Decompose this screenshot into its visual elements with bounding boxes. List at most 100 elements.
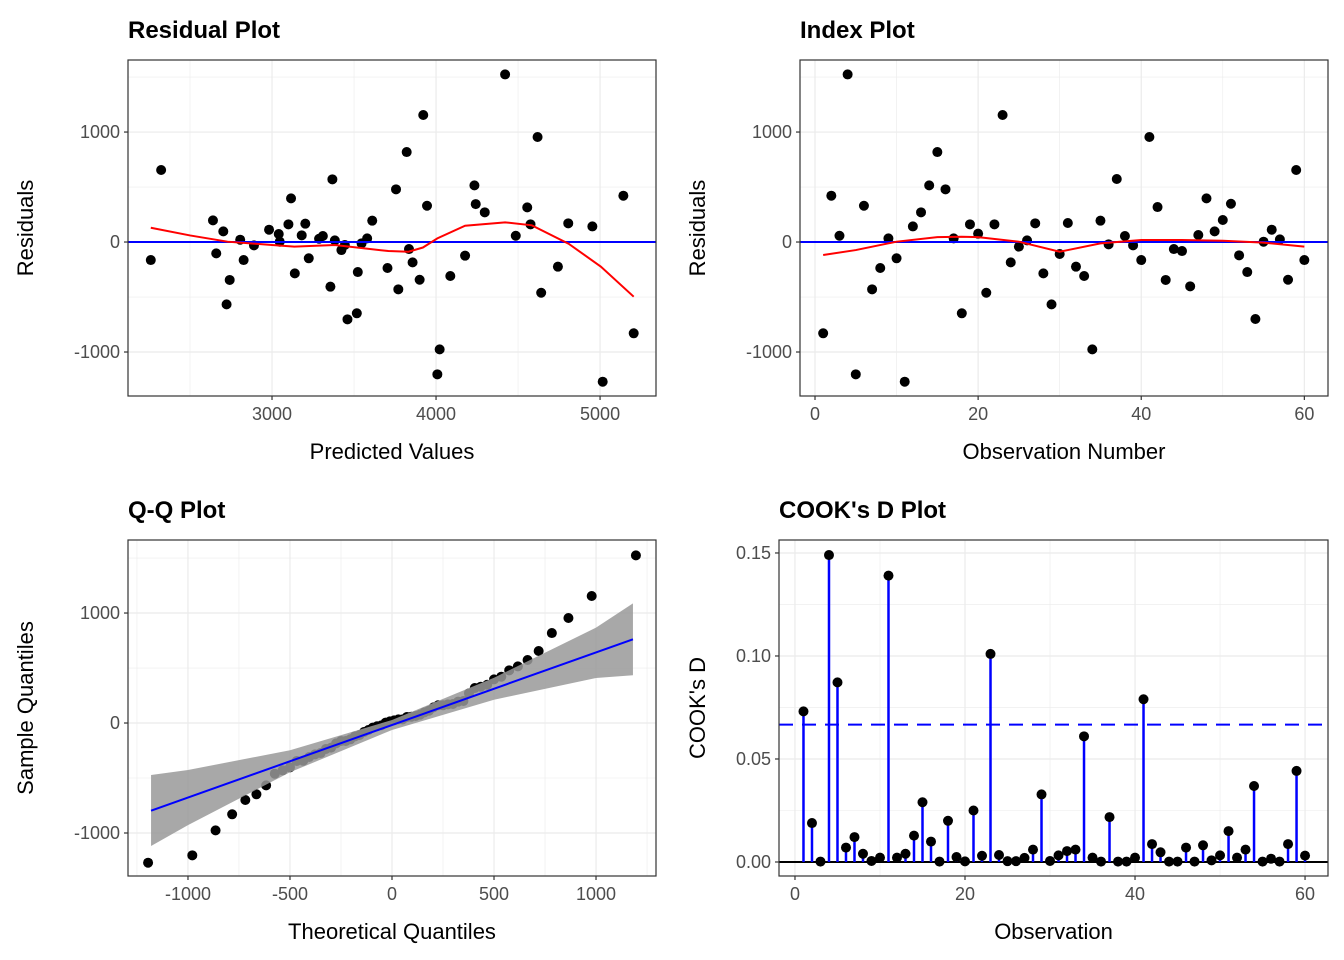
cooks-d-point — [1138, 694, 1149, 705]
panel-background — [779, 540, 1328, 876]
data-point — [1144, 131, 1155, 142]
data-point — [432, 369, 443, 380]
data-point — [1193, 229, 1204, 240]
data-point — [145, 255, 156, 266]
qq-point — [240, 795, 251, 806]
index-plot: 0 20 40 60 -1000 0 1000 Index Plot Observation N… — [685, 17, 1329, 464]
cooks-d-point — [994, 849, 1005, 860]
y-tick-label: 0.05 — [736, 749, 771, 769]
data-point — [221, 299, 232, 310]
qq-point — [227, 809, 238, 820]
qq-point — [143, 857, 154, 868]
data-point — [1225, 198, 1236, 209]
data-point — [510, 230, 521, 241]
data-point — [834, 230, 845, 241]
cooks-d-point — [1164, 856, 1175, 867]
data-point — [997, 109, 1008, 120]
data-point — [1299, 255, 1310, 266]
cooks-d-point — [1172, 856, 1183, 867]
cooks-d-point — [1036, 789, 1047, 800]
cooks-d-point — [925, 836, 936, 847]
plot-title: COOK's D Plot — [779, 497, 946, 524]
qq-point — [630, 550, 641, 561]
qq-point — [533, 645, 544, 656]
data-point — [1152, 202, 1163, 213]
data-point — [351, 308, 362, 319]
data-point — [842, 69, 853, 80]
data-point — [391, 184, 402, 195]
data-point — [1030, 218, 1041, 229]
cooks-d-point — [943, 815, 954, 826]
cooks-d-point — [1045, 855, 1056, 866]
data-point — [479, 207, 490, 218]
data-point — [382, 262, 393, 273]
data-point — [867, 284, 878, 295]
x-tick-label: 1000 — [576, 884, 616, 904]
data-point — [818, 328, 829, 339]
cooks-d-point — [1155, 847, 1166, 858]
cooks-d-point — [1283, 839, 1294, 850]
cooks-d-point — [891, 852, 902, 863]
data-point — [325, 281, 336, 292]
qq-point — [546, 628, 557, 639]
data-point — [470, 199, 481, 210]
cooks-d-point — [1274, 856, 1285, 867]
cooks-d-point — [1113, 856, 1124, 867]
cooks-d-point — [1240, 844, 1251, 855]
data-point — [273, 228, 284, 239]
data-point — [850, 369, 861, 380]
x-tick-label: 0 — [810, 404, 820, 424]
cooks-d-point — [908, 830, 919, 841]
x-axis-title: Observation — [994, 919, 1113, 944]
data-point — [238, 255, 249, 266]
x-tick-label: 5000 — [580, 404, 620, 424]
y-axis-title: Residuals — [13, 180, 38, 277]
panel-border — [778, 539, 1329, 877]
x-tick-label: 40 — [1131, 404, 1151, 424]
data-point — [552, 261, 563, 272]
data-point — [1095, 215, 1106, 226]
data-point — [1177, 246, 1188, 257]
data-point — [218, 226, 229, 237]
data-point — [414, 274, 425, 285]
data-point — [401, 147, 412, 158]
data-point — [352, 267, 363, 278]
data-point — [1291, 164, 1302, 175]
data-point — [156, 164, 167, 175]
data-point — [1005, 257, 1016, 268]
x-tick-label: 0 — [790, 884, 800, 904]
cooks-d-plot: 0 20 40 60 0.00 0.05 0.10 0.15 COOK's D Plot Obse… — [685, 497, 1329, 944]
cooks-d-point — [1130, 852, 1141, 863]
data-point — [211, 248, 222, 259]
cooks-d-point — [1232, 852, 1243, 863]
data-point — [264, 224, 275, 235]
x-tick-label: 4000 — [416, 404, 456, 424]
qq-point — [251, 789, 262, 800]
data-point — [989, 219, 1000, 230]
cooks-d-point — [900, 848, 911, 859]
data-point — [1136, 255, 1147, 266]
loess-smooth-line — [150, 221, 635, 298]
data-point — [327, 174, 338, 185]
cooks-d-point — [1096, 856, 1107, 867]
cooks-d-point — [1011, 856, 1022, 867]
data-point — [500, 69, 511, 80]
data-point — [618, 190, 629, 201]
data-point — [532, 131, 543, 142]
data-point — [1283, 274, 1294, 285]
cooks-d-point — [1002, 856, 1013, 867]
data-point — [1062, 217, 1073, 228]
data-point — [329, 235, 340, 246]
y-tick-label: 1000 — [80, 122, 120, 142]
cooks-d-point — [1291, 765, 1302, 776]
x-tick-label: 20 — [968, 404, 988, 424]
x-axis-title: Theoretical Quantiles — [288, 919, 496, 944]
data-point — [1013, 241, 1024, 252]
data-point — [342, 314, 353, 325]
data-point — [1242, 267, 1253, 278]
y-tick-label: 1000 — [752, 122, 792, 142]
cooks-d-point — [883, 570, 894, 581]
cooks-d-point — [857, 848, 868, 859]
cooks-d-point — [874, 852, 885, 863]
x-axis-title: Observation Number — [963, 439, 1166, 464]
